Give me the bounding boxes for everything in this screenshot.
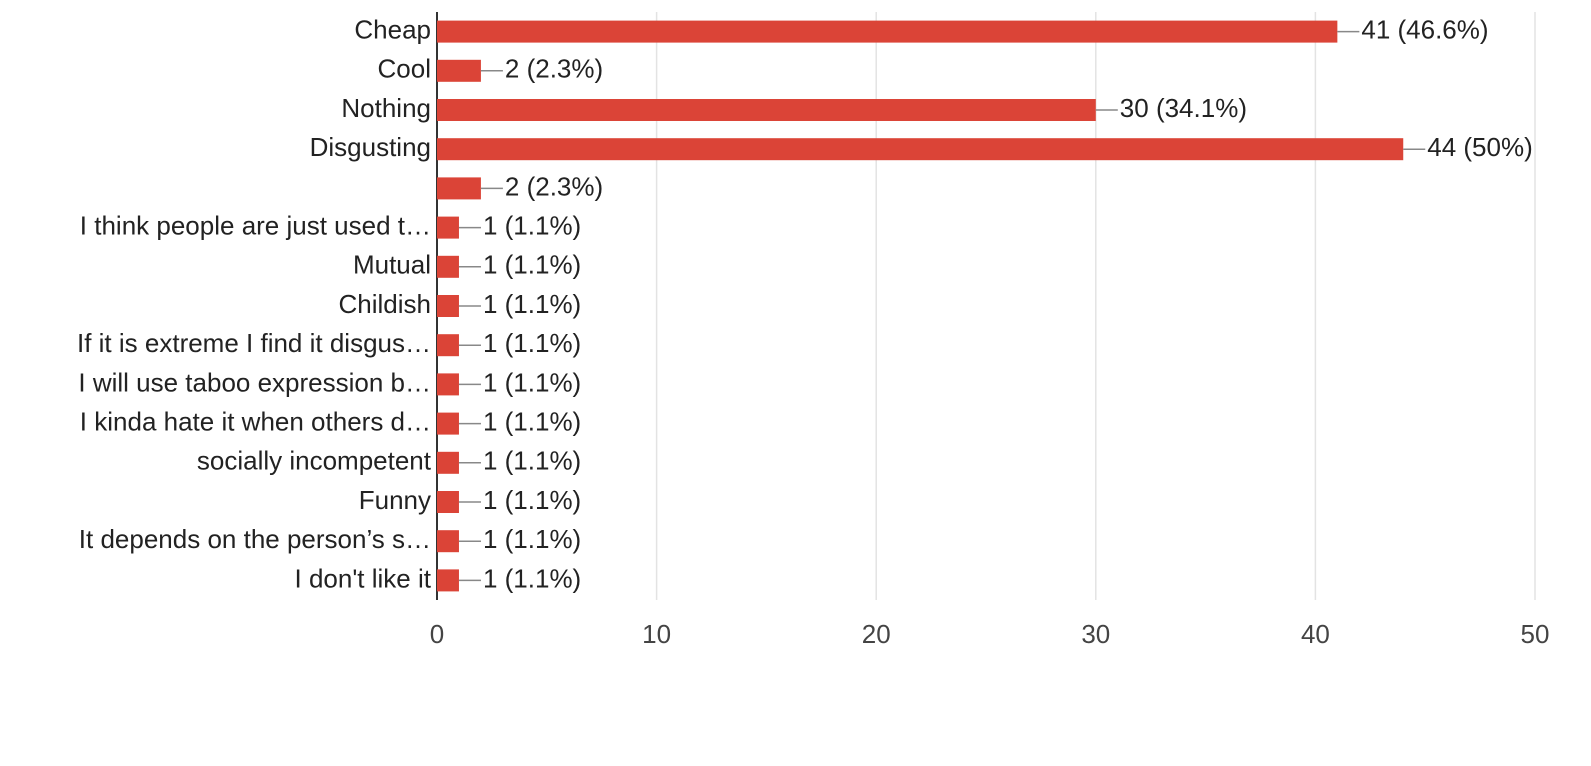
bar <box>437 59 481 82</box>
value-label: 1 (1.1%) <box>483 406 581 436</box>
bar <box>437 569 459 592</box>
value-label: 41 (46.6%) <box>1361 14 1488 44</box>
y-tick-label: Childish <box>339 289 432 319</box>
x-tick-label: 30 <box>1081 619 1110 649</box>
x-tick-label: 0 <box>430 619 444 649</box>
y-tick-label: Nothing <box>341 93 431 123</box>
y-tick-label: Disgusting <box>310 132 431 162</box>
value-label: 1 (1.1%) <box>483 446 581 476</box>
bar <box>437 530 459 553</box>
x-tick-label: 40 <box>1301 619 1330 649</box>
bar <box>437 373 459 396</box>
x-tick-label: 20 <box>862 619 891 649</box>
x-tick-label: 50 <box>1521 619 1550 649</box>
y-tick-label: I think people are just used t… <box>80 210 431 240</box>
value-label: 1 (1.1%) <box>483 367 581 397</box>
value-label: 44 (50%) <box>1427 132 1533 162</box>
bar <box>437 255 459 278</box>
y-tick-label: Mutual <box>353 250 431 280</box>
bar <box>437 334 459 357</box>
value-label: 1 (1.1%) <box>483 563 581 593</box>
bar <box>437 177 481 200</box>
value-label: 2 (2.3%) <box>505 171 603 201</box>
value-label: 1 (1.1%) <box>483 289 581 319</box>
value-label: 1 (1.1%) <box>483 250 581 280</box>
bar <box>437 491 459 513</box>
y-tick-label: I will use taboo expression b… <box>78 367 431 397</box>
bar <box>437 99 1096 121</box>
bar <box>437 295 459 317</box>
value-label: 1 (1.1%) <box>483 328 581 358</box>
value-label: 1 (1.1%) <box>483 210 581 240</box>
y-tick-label: socially incompetent <box>197 446 432 476</box>
y-tick-label: Cheap <box>354 14 431 44</box>
bar <box>437 216 459 239</box>
y-tick-label: I don't like it <box>295 563 432 593</box>
x-tick-label: 10 <box>642 619 671 649</box>
y-tick-label: It depends on the person’s s… <box>79 524 431 554</box>
y-tick-label: I kinda hate it when others d… <box>80 406 431 436</box>
value-label: 1 (1.1%) <box>483 524 581 554</box>
value-label: 30 (34.1%) <box>1120 93 1247 123</box>
y-tick-label: If it is extreme I find it disgus… <box>77 328 431 358</box>
value-label: 2 (2.3%) <box>505 54 603 84</box>
bar <box>437 412 459 435</box>
y-tick-label: Cool <box>378 54 431 84</box>
bar <box>437 451 459 474</box>
value-label: 1 (1.1%) <box>483 485 581 515</box>
bar <box>437 138 1404 161</box>
bar <box>437 20 1338 43</box>
y-tick-label: Funny <box>359 485 431 515</box>
